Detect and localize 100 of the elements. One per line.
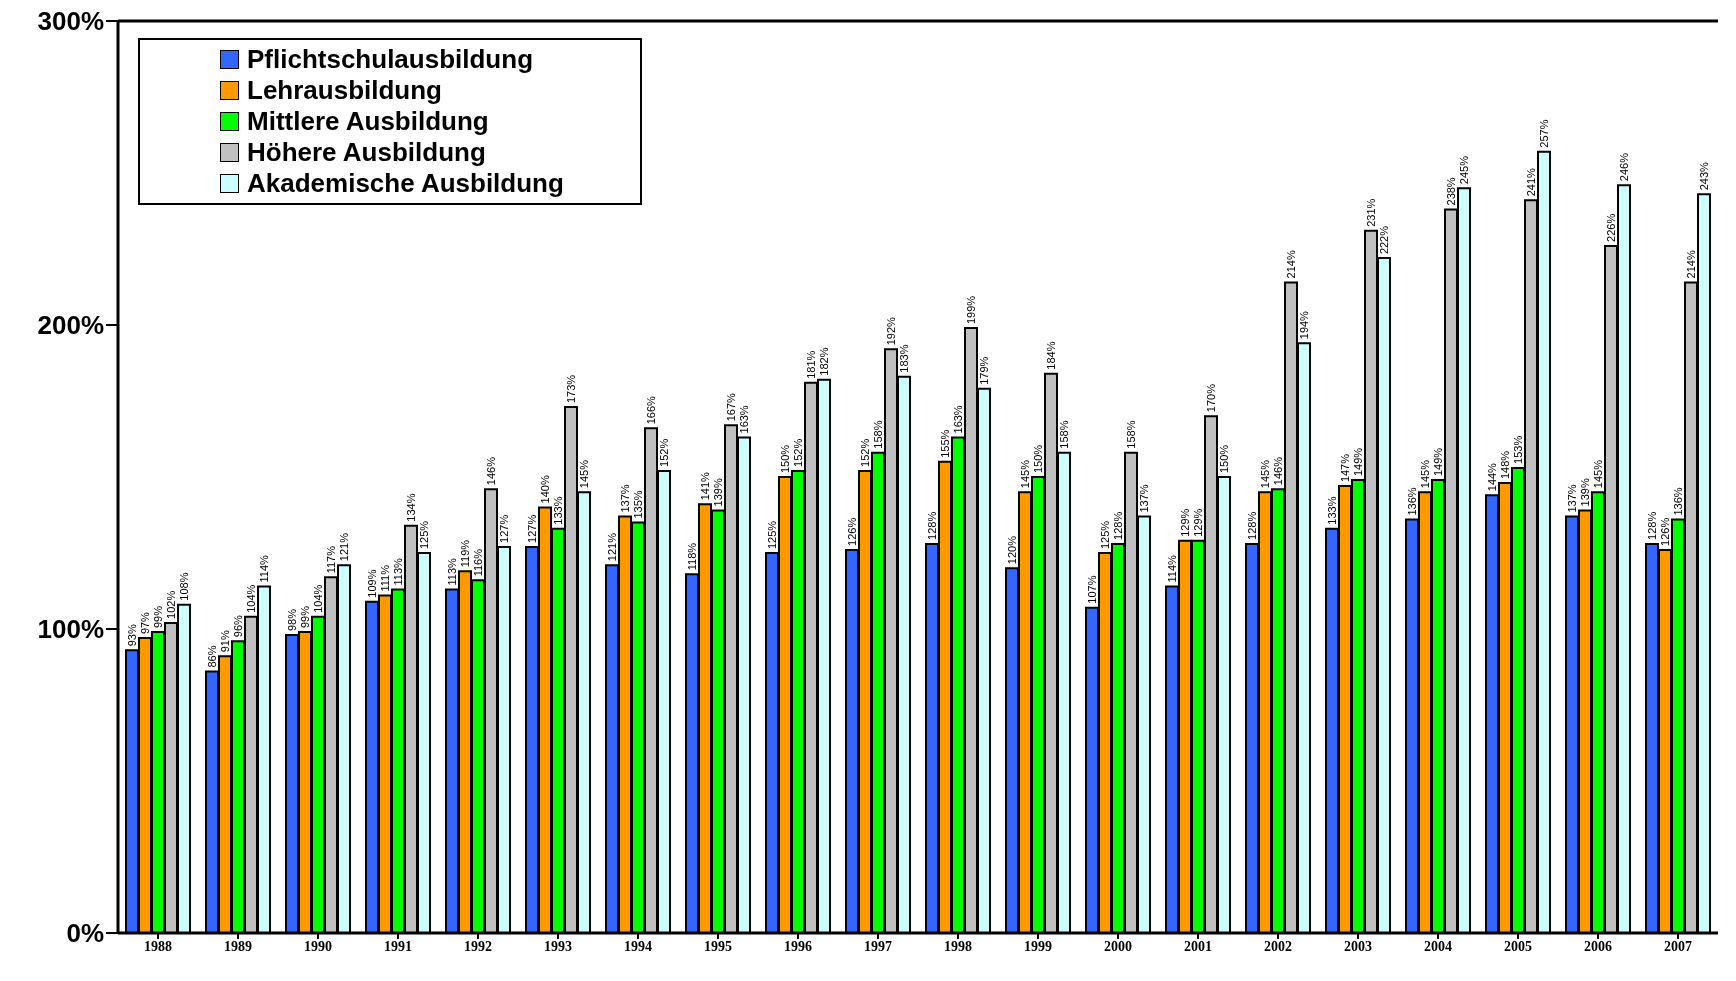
data-label: 150% (1218, 444, 1230, 473)
data-label: 173% (565, 374, 577, 404)
data-label: 136% (1406, 487, 1418, 516)
data-label: 245% (1458, 155, 1470, 185)
x-tick-label: 1988 (144, 938, 172, 954)
data-label: 125% (418, 520, 430, 549)
x-tick-label: 1996 (784, 938, 812, 954)
x-tick-label: 2005 (1504, 938, 1532, 954)
y-tick-label: 200% (37, 310, 104, 341)
data-label: 111% (379, 564, 391, 592)
x-tick-label: 1992 (464, 938, 492, 954)
data-label: 194% (1298, 310, 1310, 340)
data-label: 128% (1646, 511, 1658, 540)
data-label: 145% (1259, 459, 1271, 489)
data-label: 158% (872, 420, 884, 449)
data-label: 146% (1272, 456, 1284, 486)
data-label: 182% (818, 347, 830, 376)
data-label: 128% (1246, 511, 1258, 540)
data-label: 98% (286, 608, 298, 632)
data-label: 102% (165, 590, 177, 619)
data-label: 137% (1138, 484, 1150, 513)
data-label: 117% (325, 545, 337, 574)
data-label: 137% (619, 484, 631, 513)
data-label: 192% (885, 316, 897, 346)
data-label: 96% (232, 614, 244, 638)
data-label: 231% (1365, 198, 1377, 227)
data-label: 139% (712, 478, 724, 507)
data-label: 104% (312, 584, 324, 613)
data-label: 246% (1618, 152, 1630, 182)
data-label: 144% (1486, 462, 1498, 492)
data-label: 243% (1698, 161, 1710, 191)
x-tick-label: 1999 (1024, 938, 1052, 954)
data-label: 113% (446, 557, 458, 586)
data-label: 150% (779, 444, 791, 473)
data-label: 148% (1499, 450, 1511, 480)
data-label: 133% (1326, 496, 1338, 525)
data-label: 137% (1566, 484, 1578, 513)
data-label: 133% (552, 496, 564, 525)
data-label: 125% (1099, 520, 1111, 549)
x-tick-label: 2002 (1264, 938, 1292, 954)
data-label: 129% (1179, 508, 1191, 537)
data-label: 167% (725, 392, 737, 422)
data-label: 184% (1045, 341, 1057, 370)
x-tick-label: 2003 (1344, 938, 1372, 954)
x-tick-label: 1995 (704, 938, 732, 954)
data-label: 145% (1419, 459, 1431, 489)
data-label: 181% (805, 350, 817, 379)
x-tick-label: 1997 (864, 938, 892, 954)
data-label: 126% (846, 517, 858, 546)
data-label: 149% (1352, 447, 1364, 477)
data-label: 128% (1112, 511, 1124, 540)
data-label: 147% (1339, 453, 1351, 483)
data-label: 152% (658, 438, 670, 467)
data-label: 86% (206, 645, 218, 668)
data-label: 97% (139, 611, 151, 635)
legend-label: Mittlere Ausbildung (247, 106, 489, 137)
data-label: 226% (1605, 213, 1617, 242)
data-label: 104% (245, 584, 257, 613)
data-label: 214% (1685, 250, 1697, 279)
data-label: 120% (1006, 535, 1018, 565)
data-label: 121% (338, 532, 350, 562)
data-label: 93% (126, 624, 138, 647)
data-label: 214% (1285, 250, 1297, 279)
data-label: 158% (1058, 420, 1070, 449)
y-tick-label: 0% (66, 918, 104, 949)
x-tick-label: 1998 (944, 938, 972, 954)
x-tick-label: 2000 (1104, 938, 1132, 954)
data-label: 118% (686, 542, 698, 571)
data-label: 119% (459, 539, 471, 568)
data-label: 91% (219, 630, 231, 653)
data-label: 152% (859, 438, 871, 467)
data-label: 155% (939, 429, 951, 458)
data-label: 139% (1579, 478, 1591, 507)
x-tick-label: 2007 (1664, 938, 1692, 954)
x-tick-label: 1991 (384, 938, 412, 954)
data-label: 179% (978, 356, 990, 385)
data-label: 222% (1378, 225, 1390, 255)
data-label: 125% (766, 520, 778, 549)
data-label: 116% (472, 548, 484, 577)
x-tick-label: 1989 (224, 938, 252, 954)
data-label: 238% (1445, 177, 1457, 206)
legend-label: Pflichtschulausbildung (247, 44, 534, 75)
data-label: 241% (1525, 168, 1537, 197)
data-label: 126% (1659, 517, 1671, 546)
legend-label: Lehrausbildung (247, 75, 442, 106)
x-tick-label: 1993 (544, 938, 572, 954)
data-label: 99% (152, 605, 164, 629)
data-label: 141% (699, 472, 711, 501)
data-label: 150% (1032, 444, 1044, 473)
data-label: 108% (178, 572, 190, 601)
data-label: 163% (952, 405, 964, 434)
data-label: 135% (632, 490, 644, 519)
x-tick-label: 2006 (1584, 938, 1612, 954)
data-label: 145% (578, 459, 590, 489)
data-label: 140% (539, 475, 551, 504)
data-label: 166% (645, 396, 657, 425)
data-label: 199% (965, 295, 977, 325)
data-label: 107% (1086, 575, 1098, 604)
x-tick-label: 1994 (624, 938, 652, 954)
legend-label: Akademische Ausbildung (247, 168, 564, 199)
